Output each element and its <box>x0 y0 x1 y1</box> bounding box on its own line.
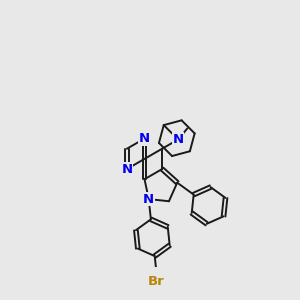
Text: N: N <box>172 133 184 146</box>
Text: Br: Br <box>148 275 165 288</box>
Text: N: N <box>139 132 150 145</box>
Text: N: N <box>143 193 154 206</box>
Text: N: N <box>121 163 133 176</box>
